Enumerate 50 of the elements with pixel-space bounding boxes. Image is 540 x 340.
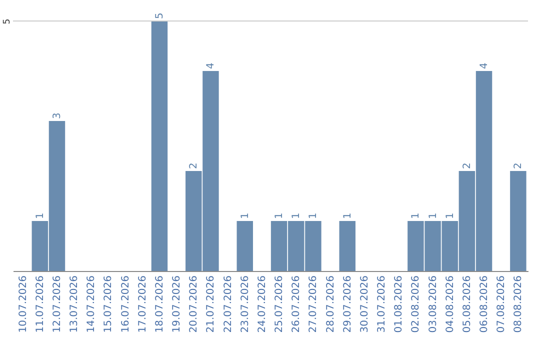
- data-label: 1: [308, 212, 320, 219]
- x-tick-label: 25.07.2026: [274, 276, 286, 333]
- x-tick-label: 08.08.2026: [513, 276, 524, 333]
- data-label: 1: [444, 212, 456, 219]
- x-tick-label: 07.08.2026: [496, 276, 508, 333]
- data-label: 3: [52, 112, 63, 119]
- data-label: 2: [513, 162, 524, 169]
- x-tick-label: 26.07.2026: [291, 276, 302, 333]
- data-label: 1: [34, 212, 46, 219]
- x-tick-label: 13.07.2026: [69, 276, 80, 333]
- x-tick-label: 20.07.2026: [188, 276, 200, 333]
- x-tick-label: 21.07.2026: [206, 276, 217, 333]
- bar: [236, 221, 253, 271]
- x-tick-label: 14.07.2026: [86, 276, 98, 333]
- x-tick-label: 27.07.2026: [308, 276, 320, 333]
- bar: [339, 221, 356, 271]
- x-tick-label: 12.07.2026: [52, 276, 63, 333]
- x-tick-label: 02.08.2026: [410, 276, 422, 333]
- x-tick-label: 17.07.2026: [137, 276, 148, 333]
- data-label: 1: [342, 212, 354, 219]
- x-tick-label: 03.08.2026: [428, 276, 439, 333]
- x-tick-label: 15.07.2026: [103, 276, 114, 333]
- x-tick-label: 31.07.2026: [376, 276, 388, 333]
- data-label: 2: [188, 162, 200, 169]
- x-tick-label: 10.07.2026: [18, 276, 29, 333]
- x-tick-label: 29.07.2026: [342, 276, 354, 333]
- x-tick-label: 28.07.2026: [325, 276, 336, 333]
- data-label: 1: [240, 212, 251, 219]
- x-tick-label: 24.07.2026: [256, 276, 268, 333]
- data-label: 4: [206, 62, 217, 69]
- data-label: 4: [479, 62, 490, 69]
- x-tick-label: 01.08.2026: [394, 276, 405, 333]
- x-tick-label: 06.08.2026: [479, 276, 490, 333]
- bar: [510, 171, 526, 271]
- x-tick-label: 22.07.2026: [222, 276, 234, 333]
- x-tick-label: 19.07.2026: [172, 276, 183, 333]
- data-label: 5: [154, 12, 166, 19]
- x-tick-label: 05.08.2026: [462, 276, 473, 333]
- x-tick-label: 11.07.2026: [34, 276, 46, 333]
- x-tick-label: 23.07.2026: [240, 276, 251, 333]
- data-label: 1: [274, 212, 286, 219]
- x-tick-label: 16.07.2026: [120, 276, 132, 333]
- data-label: 1: [410, 212, 422, 219]
- x-tick-label: 18.07.2026: [154, 276, 166, 333]
- x-tick-label: 04.08.2026: [444, 276, 456, 333]
- data-label: 1: [428, 212, 439, 219]
- x-tick-label: 30.07.2026: [359, 276, 370, 333]
- data-label: 1: [291, 212, 302, 219]
- bar: [151, 21, 168, 271]
- data-label: 2: [462, 162, 473, 169]
